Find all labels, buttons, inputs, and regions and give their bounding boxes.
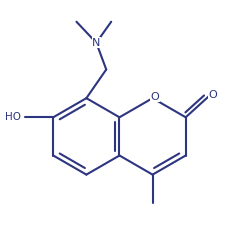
Text: N: N bbox=[92, 38, 100, 48]
Text: HO: HO bbox=[5, 112, 21, 122]
Text: O: O bbox=[208, 90, 217, 101]
Text: O: O bbox=[150, 92, 159, 102]
